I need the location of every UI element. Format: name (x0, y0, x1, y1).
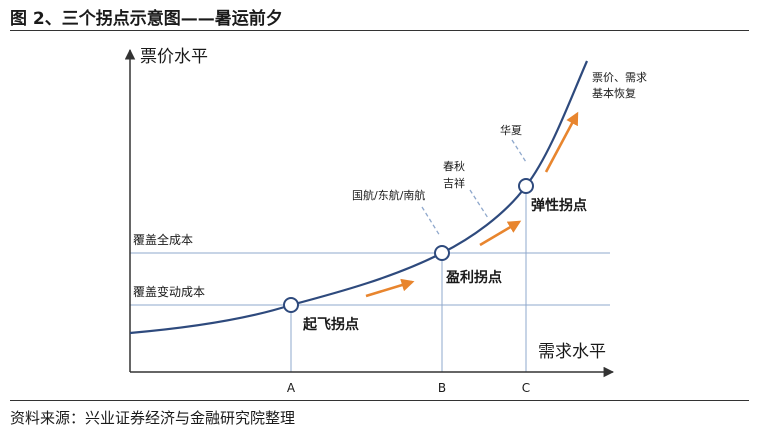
takeoff-point-label: 起飞拐点 (302, 316, 359, 333)
recovery-annotation-line2: 基本恢复 (592, 86, 636, 100)
spring-pointer (469, 189, 489, 219)
top-divider (10, 30, 749, 31)
elasticity-point-label: 弹性拐点 (531, 197, 587, 214)
recovery-annotation-line1: 票价、需求 (592, 71, 647, 84)
x-tick-a: A (287, 381, 296, 395)
profit-point-label: 盈利拐点 (445, 269, 502, 286)
figure-title: 图 2、三个拐点示意图——暑运前夕 (10, 9, 283, 29)
variable-cost-label: 覆盖变动成本 (133, 284, 205, 299)
airlines-annotation: 国航/东航/南航 (352, 188, 425, 202)
x-axis-label: 需求水平 (538, 342, 606, 362)
huaxia-pointer (511, 139, 527, 163)
trend-arrow-1 (365, 278, 415, 298)
inflection-point-c (518, 178, 534, 194)
trend-arrow-3 (544, 111, 579, 173)
bottom-divider (10, 400, 749, 401)
x-tick-c: C (522, 381, 530, 395)
spring-annotation-line1: 春秋 (443, 159, 465, 173)
inflection-point-a (283, 297, 299, 313)
x-tick-b: B (438, 381, 446, 395)
y-axis-label: 票价水平 (140, 47, 208, 67)
source-note: 资料来源：兴业证券经济与金融研究院整理 (10, 409, 296, 427)
inflection-point-b (434, 245, 450, 261)
trend-arrow-2 (479, 220, 522, 247)
huaxia-annotation: 华夏 (500, 123, 522, 137)
airlines-pointer (421, 206, 441, 237)
full-cost-label: 覆盖全成本 (133, 232, 193, 247)
inflection-diagram: 票价水平 需求水平 覆盖全成本 覆盖变动成本 A B C 起飞拐点 盈利拐点 弹… (124, 47, 647, 395)
spring-annotation-line2: 吉祥 (443, 176, 465, 190)
